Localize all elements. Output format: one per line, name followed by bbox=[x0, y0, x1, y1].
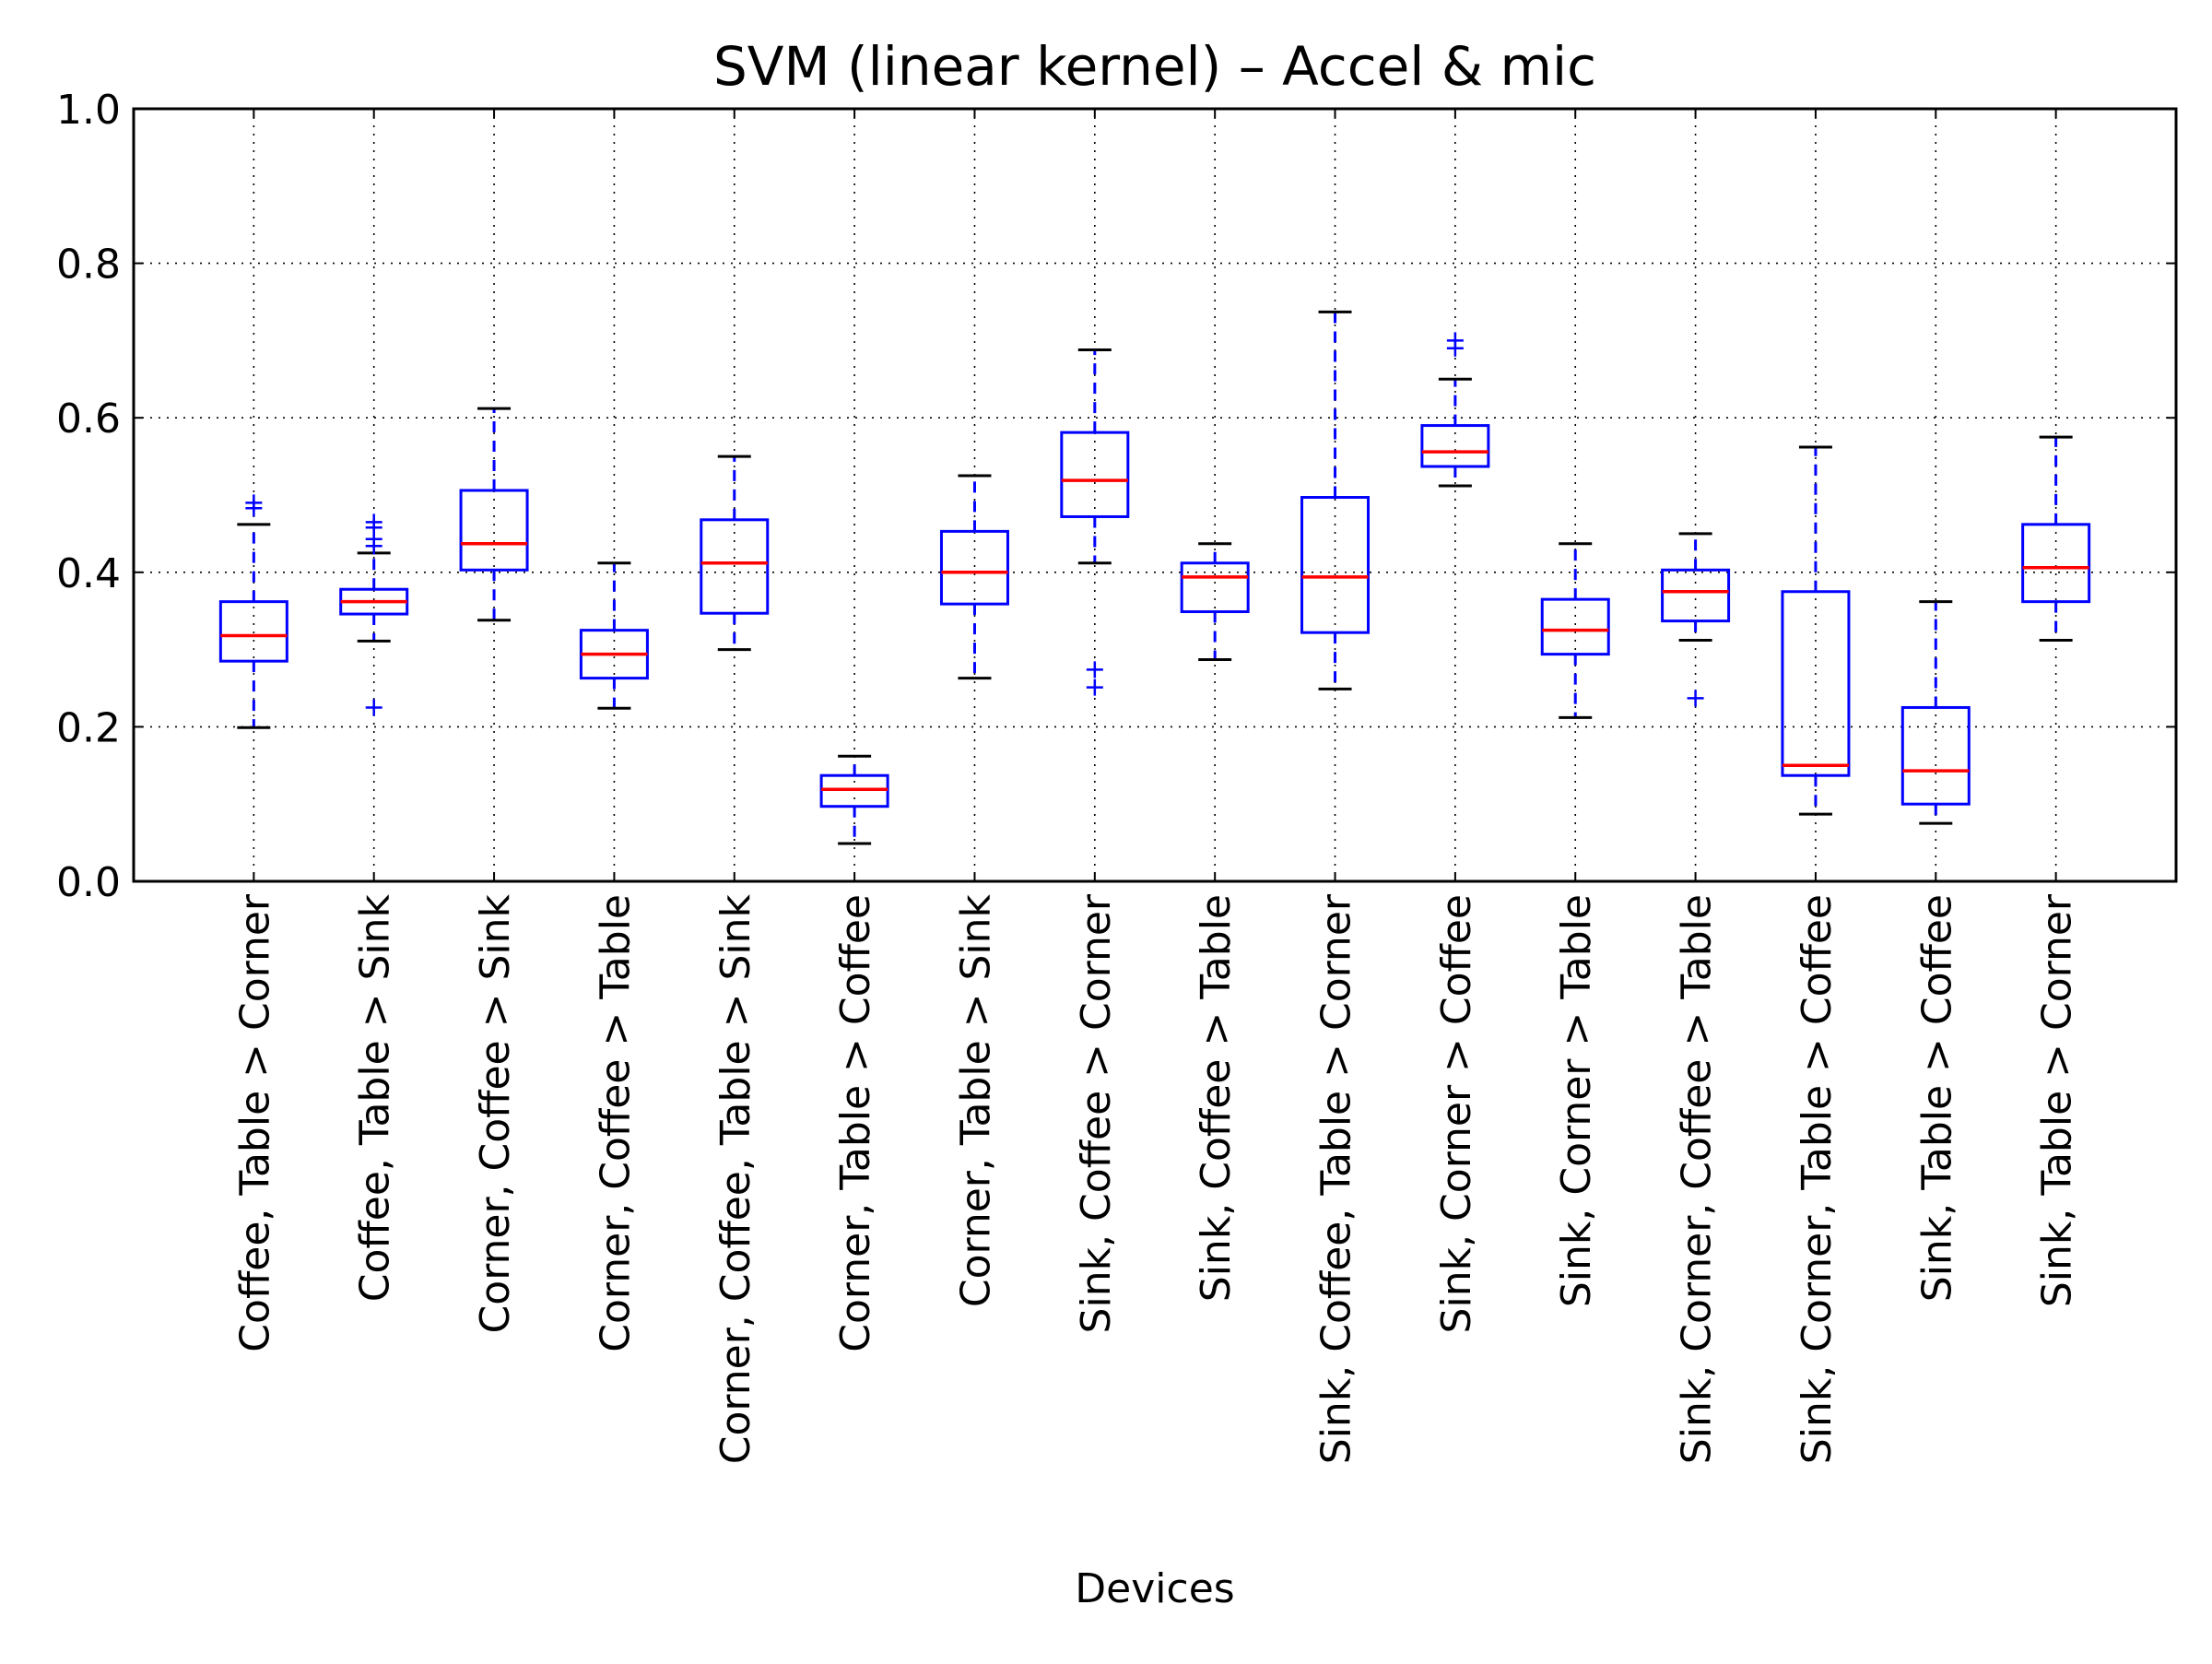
y-tick-label: 0.0 bbox=[56, 859, 121, 906]
box-group bbox=[339, 513, 409, 716]
iqr-box bbox=[1180, 561, 1250, 614]
box-group bbox=[459, 407, 529, 622]
x-tick-label: Sink, Coffee, Table > Corner bbox=[1313, 893, 1360, 1464]
grid-layer bbox=[134, 109, 2176, 881]
iqr-box bbox=[459, 489, 529, 572]
iqr-box bbox=[2021, 523, 2091, 604]
box-group bbox=[819, 754, 889, 845]
x-tick-label: Corner, Table > Sink bbox=[952, 893, 999, 1307]
y-tick-label: 0.4 bbox=[56, 550, 121, 597]
x-tick-label: Corner, Coffee, Table > Sink bbox=[712, 893, 759, 1464]
iqr-box bbox=[1060, 431, 1130, 518]
box-group bbox=[1900, 600, 1971, 825]
iqr-box bbox=[218, 600, 288, 663]
outlier-marker bbox=[245, 494, 263, 512]
iqr-box bbox=[1781, 590, 1851, 777]
x-tick-label: Sink, Corner > Table bbox=[1553, 894, 1600, 1307]
box-group bbox=[1661, 532, 1731, 707]
iqr-box bbox=[1420, 424, 1490, 468]
iqr-box bbox=[1300, 496, 1371, 634]
iqr-box bbox=[939, 529, 1009, 606]
y-tick-label: 0.2 bbox=[56, 704, 121, 751]
y-tick-label: 0.8 bbox=[56, 242, 121, 289]
box-group bbox=[2021, 435, 2091, 643]
box-group bbox=[700, 454, 770, 652]
box-group bbox=[1781, 445, 1851, 816]
y-tick-label: 1.0 bbox=[56, 87, 121, 134]
axis-layer: 0.0 0.2 0.4 0.6 0.8 1.0 Coffee, Table > Corner… bbox=[56, 87, 2178, 1464]
outlier-marker bbox=[1687, 690, 1704, 707]
box-group bbox=[579, 561, 649, 710]
outlier-marker bbox=[365, 699, 382, 716]
chart-title: SVM (linear kernel) – Accel & mic bbox=[713, 35, 1596, 98]
x-tick-label: Corner, Coffee > Table bbox=[592, 894, 639, 1352]
plot-frame bbox=[132, 107, 2178, 883]
x-tick-label: Coffee, Table > Sink bbox=[352, 893, 399, 1302]
x-tick-label: Sink, Corner > Coffee bbox=[1433, 894, 1480, 1333]
iqr-box bbox=[1661, 568, 1731, 623]
x-tick-label: Corner, Table > Coffee bbox=[832, 894, 879, 1352]
box-group bbox=[1300, 310, 1371, 690]
box-group bbox=[1420, 332, 1490, 488]
iqr-box bbox=[1540, 597, 1610, 656]
x-tick-label: Sink, Corner, Table > Coffee bbox=[1794, 894, 1841, 1464]
outlier-marker bbox=[365, 513, 382, 531]
x-tick-label: Corner, Coffee > Sink bbox=[472, 893, 519, 1333]
outlier-marker bbox=[1086, 679, 1103, 696]
outlier-marker bbox=[1086, 661, 1103, 679]
box-group bbox=[1060, 348, 1130, 696]
y-tick-label: 0.6 bbox=[56, 395, 121, 443]
box-layer bbox=[218, 310, 2091, 845]
x-tick-label: Sink, Coffee > Corner bbox=[1073, 893, 1120, 1333]
x-tick-label: Sink, Table > Corner bbox=[2034, 893, 2081, 1307]
x-tick-label: Sink, Corner, Coffee > Table bbox=[1674, 894, 1721, 1464]
x-tick-label: Sink, Coffee > Table bbox=[1193, 894, 1240, 1302]
box-group bbox=[1540, 542, 1610, 719]
iqr-box bbox=[700, 518, 770, 615]
iqr-box bbox=[1900, 705, 1971, 806]
x-tick-label: Coffee, Table > Corner bbox=[231, 893, 278, 1352]
box-group bbox=[939, 474, 1009, 680]
outlier-marker bbox=[1446, 332, 1464, 349]
box-group bbox=[1180, 542, 1250, 661]
x-axis-label: Devices bbox=[1075, 1565, 1234, 1612]
x-tick-label: Sink, Table > Coffee bbox=[1913, 894, 1960, 1302]
box-group bbox=[218, 494, 288, 729]
